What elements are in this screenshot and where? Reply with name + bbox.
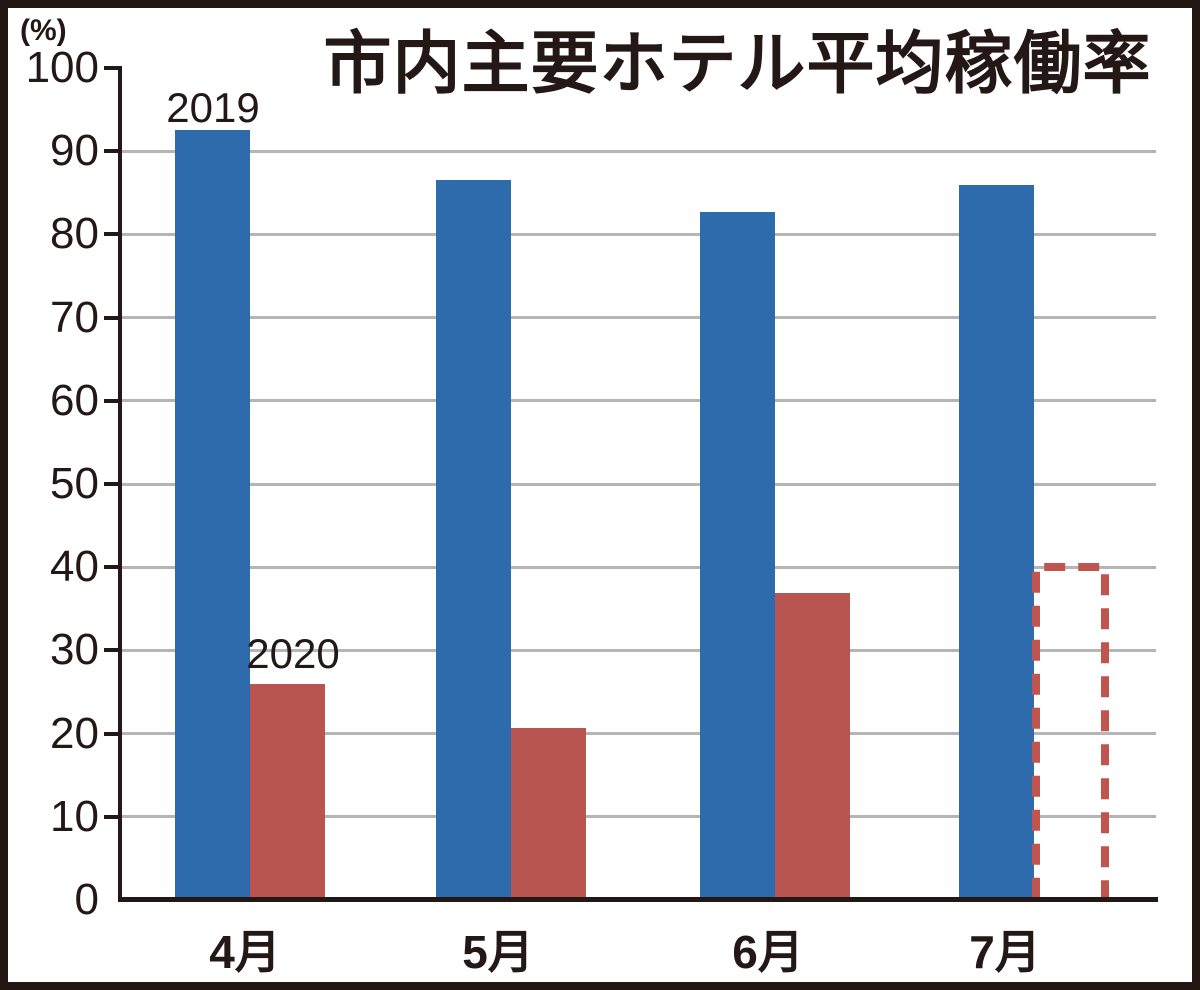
y-tick-90 <box>104 149 120 154</box>
y-tick-100 <box>104 66 120 70</box>
y-tick-label-50: 50 <box>50 459 99 508</box>
y-axis-unit-label: (%) <box>20 14 67 47</box>
gridline-80 <box>120 232 1156 236</box>
y-tick-label-0: 0 <box>74 875 99 924</box>
forecast-bar-outline <box>1032 563 1109 899</box>
y-tick-50 <box>104 482 120 486</box>
y-tick-label-90: 90 <box>50 126 99 176</box>
bar-2020-0 <box>250 683 325 899</box>
gridline-50 <box>120 482 1156 486</box>
x-label-1: 5月 <box>462 926 534 978</box>
bar-2019-2 <box>700 211 775 899</box>
y-tick-label-70: 70 <box>50 292 99 342</box>
gridline-90 <box>120 149 1156 153</box>
gridline-40 <box>120 565 1156 569</box>
gridline-30 <box>120 648 1156 652</box>
y-tick-70 <box>104 315 120 320</box>
bar-2019-1 <box>436 180 511 899</box>
y-tick-10 <box>104 814 120 819</box>
y-axis-line <box>118 66 122 902</box>
y-tick-40 <box>104 565 120 570</box>
bar-2019-3 <box>959 185 1034 899</box>
x-label-0: 4月 <box>209 926 281 978</box>
y-tick-label-20: 20 <box>50 708 99 758</box>
series-label-2020: 2020 <box>246 630 340 677</box>
x-label-2: 6月 <box>732 926 804 978</box>
y-tick-label-30: 30 <box>50 625 99 675</box>
y-tick-20 <box>104 731 120 736</box>
y-tick-label-60: 60 <box>50 375 99 425</box>
gridline-70 <box>120 316 1156 320</box>
chart-title: 市内主要ホテル平均稼働率 <box>323 26 1152 102</box>
bar-2020-2 <box>775 592 850 899</box>
bar-2020-1 <box>511 727 586 899</box>
y-tick-80 <box>104 232 120 237</box>
bar-2019-0 <box>175 130 250 899</box>
series-label-2019: 2019 <box>166 84 260 131</box>
y-tick-60 <box>104 398 120 403</box>
x-axis-baseline <box>118 897 1158 902</box>
y-tick-label-80: 80 <box>50 209 99 259</box>
gridline-10 <box>120 815 1156 819</box>
gridline-20 <box>120 732 1156 736</box>
gridline-60 <box>120 399 1156 403</box>
y-tick-label-40: 40 <box>50 542 99 592</box>
y-tick-label-10: 10 <box>50 791 99 841</box>
bar-2020-3-forecast-outline <box>1032 563 1110 899</box>
x-label-3: 7月 <box>969 926 1041 978</box>
y-tick-label-100: 100 <box>25 43 99 92</box>
y-tick-30 <box>104 648 120 653</box>
